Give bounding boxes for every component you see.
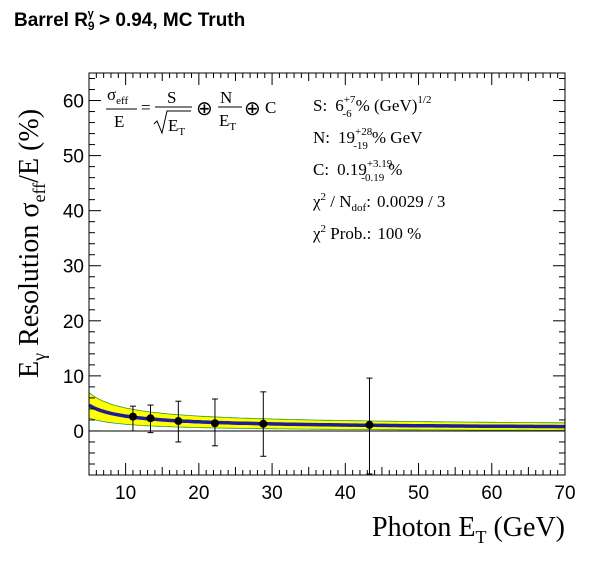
data-marker	[365, 420, 374, 429]
data-point-2	[146, 404, 155, 434]
oplus-symbol-1: ⊕	[196, 98, 213, 120]
x-tick-label: 30	[262, 483, 283, 504]
x-tick-label: 60	[481, 483, 502, 504]
fit-curve-layer	[88, 403, 565, 429]
y-tick-label: 50	[63, 147, 84, 168]
data-marker	[128, 412, 137, 421]
data-point-5	[259, 391, 268, 457]
formula-equals: =	[141, 98, 151, 117]
y-tick-label: 30	[63, 257, 84, 278]
data-point-1	[128, 405, 137, 432]
plot-frame	[88, 72, 566, 476]
y-axis-label: Eγ Resolution σeff/E (%)	[14, 109, 49, 378]
x-tick-label: 10	[115, 483, 136, 504]
y-tick-label: 40	[63, 202, 84, 223]
x-axis-label: Photon ET (GeV)	[372, 512, 565, 547]
x-tick-label: 40	[335, 483, 356, 504]
data-point-4	[210, 398, 219, 447]
y-tick-label: 10	[63, 367, 84, 388]
plot-title: Barrel R9γ > 0.94, MC Truth	[14, 8, 246, 33]
fit-results: S: 6+7 -6% (GeV)1/2 N: 19+28 -19% GeV C: 0.19…	[312, 94, 445, 243]
oplus-symbol-2: ⊕	[244, 98, 261, 120]
fit-curve	[88, 403, 565, 429]
data-point-3	[174, 400, 183, 443]
y-tick-label: 20	[63, 312, 84, 333]
data-points-layer	[128, 377, 374, 475]
formula-lhs-denominator: E	[114, 112, 124, 131]
x-tick-label: 20	[188, 483, 209, 504]
formula-s-numerator: S	[167, 88, 176, 107]
data-marker	[210, 419, 219, 428]
x-tick-label: 70	[554, 483, 575, 504]
sqrt-symbol	[153, 110, 191, 135]
axis-ticks-layer: 10 20 30 40 50 60 70 0 10 20 30 40 50 60	[63, 73, 576, 504]
x-tick-label: 50	[408, 483, 429, 504]
fit-chi2-row: χ2 / Ndof: 0.0029 / 3	[312, 191, 445, 214]
y-tick-label: 0	[73, 422, 84, 443]
data-marker	[259, 419, 268, 428]
formula-n-numerator: N	[220, 88, 232, 107]
band-upper-edge	[88, 392, 565, 424]
fit-c-row: C: 0.19+3.19 -0.19%	[313, 158, 402, 184]
data-point-6	[365, 377, 374, 475]
data-marker	[146, 414, 155, 423]
formula-n-denominator: ET	[219, 111, 236, 133]
band-lower-edge	[88, 417, 565, 431]
formula-c-term: C	[265, 98, 276, 117]
fit-prob-row: χ2 Prob.: 100 %	[312, 223, 421, 243]
fit-s-row: S: 6+7 -6% (GeV)1/2	[313, 94, 431, 120]
data-marker	[174, 417, 183, 426]
fit-n-row: N: 19+28 -19% GeV	[313, 126, 423, 152]
y-tick-label: 60	[63, 92, 84, 113]
formula-lhs-numerator: σeff	[107, 85, 129, 107]
formula-s-denominator: ET	[168, 116, 185, 138]
resolution-formula: σeff E = S ET ⊕ N ET ⊕ C	[106, 85, 276, 138]
